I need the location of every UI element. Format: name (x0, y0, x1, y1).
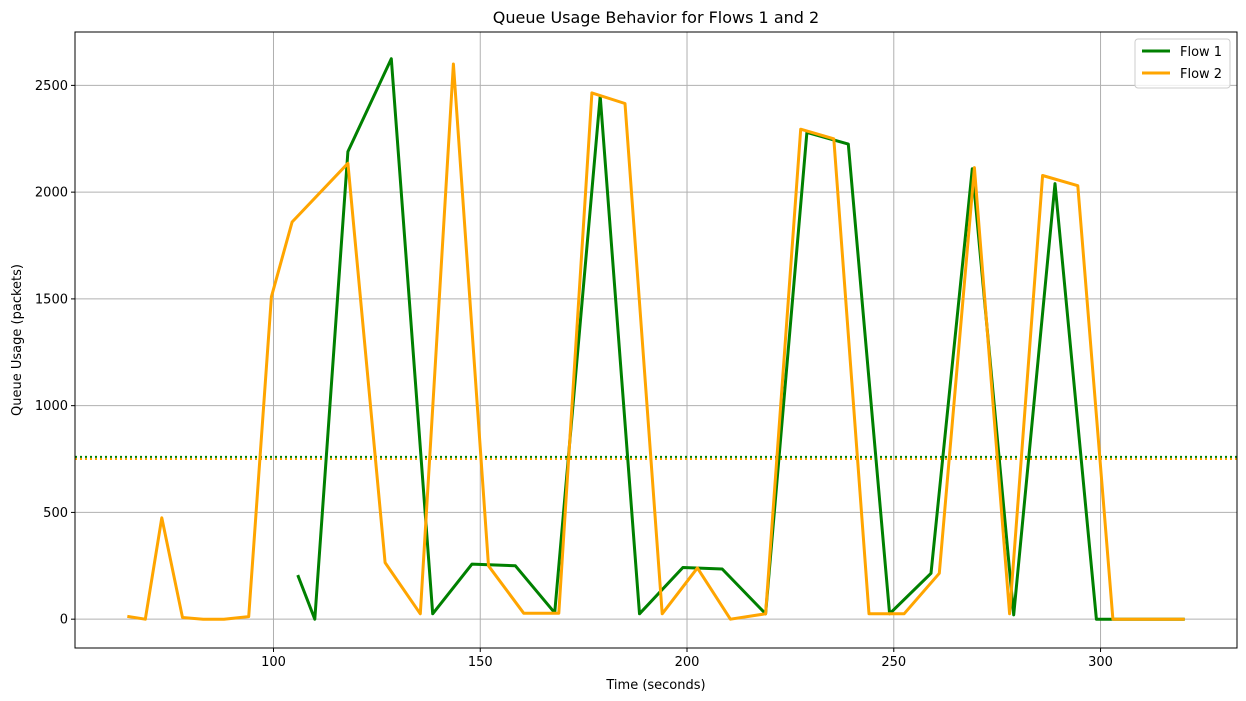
legend-label-flow-2: Flow 2 (1180, 67, 1222, 82)
x-tick-label: 300 (1088, 655, 1113, 670)
x-tick-label: 200 (675, 655, 700, 670)
y-tick-label: 2000 (35, 186, 68, 201)
series-line-flow-1 (296, 57, 1185, 621)
y-tick-label: 1000 (35, 399, 68, 414)
threshold-lines (75, 455, 1237, 461)
y-tick-label: 1500 (35, 292, 68, 307)
y-axis-label: Queue Usage (packets) (10, 264, 25, 416)
series-lines (127, 57, 1185, 621)
x-tick-label: 250 (881, 655, 906, 670)
y-tick-label: 0 (60, 613, 68, 628)
y-tick-label: 500 (43, 506, 68, 521)
x-tick-label: 100 (261, 655, 286, 670)
legend-label-flow-1: Flow 1 (1180, 45, 1222, 60)
plot-frame (74, 31, 1238, 649)
series-line-flow-2 (127, 62, 1185, 621)
legend: Flow 1 Flow 2 (1134, 38, 1231, 89)
axis-ticks: 100 150 200 250 300 0 500 1000 1500 2000 2500 (35, 79, 1113, 670)
grid (75, 32, 1237, 648)
x-tick-label: 150 (468, 655, 493, 670)
chart-title: Queue Usage Behavior for Flows 1 and 2 (493, 8, 819, 27)
x-axis-label: Time (seconds) (605, 678, 705, 693)
y-tick-label: 2500 (35, 79, 68, 94)
